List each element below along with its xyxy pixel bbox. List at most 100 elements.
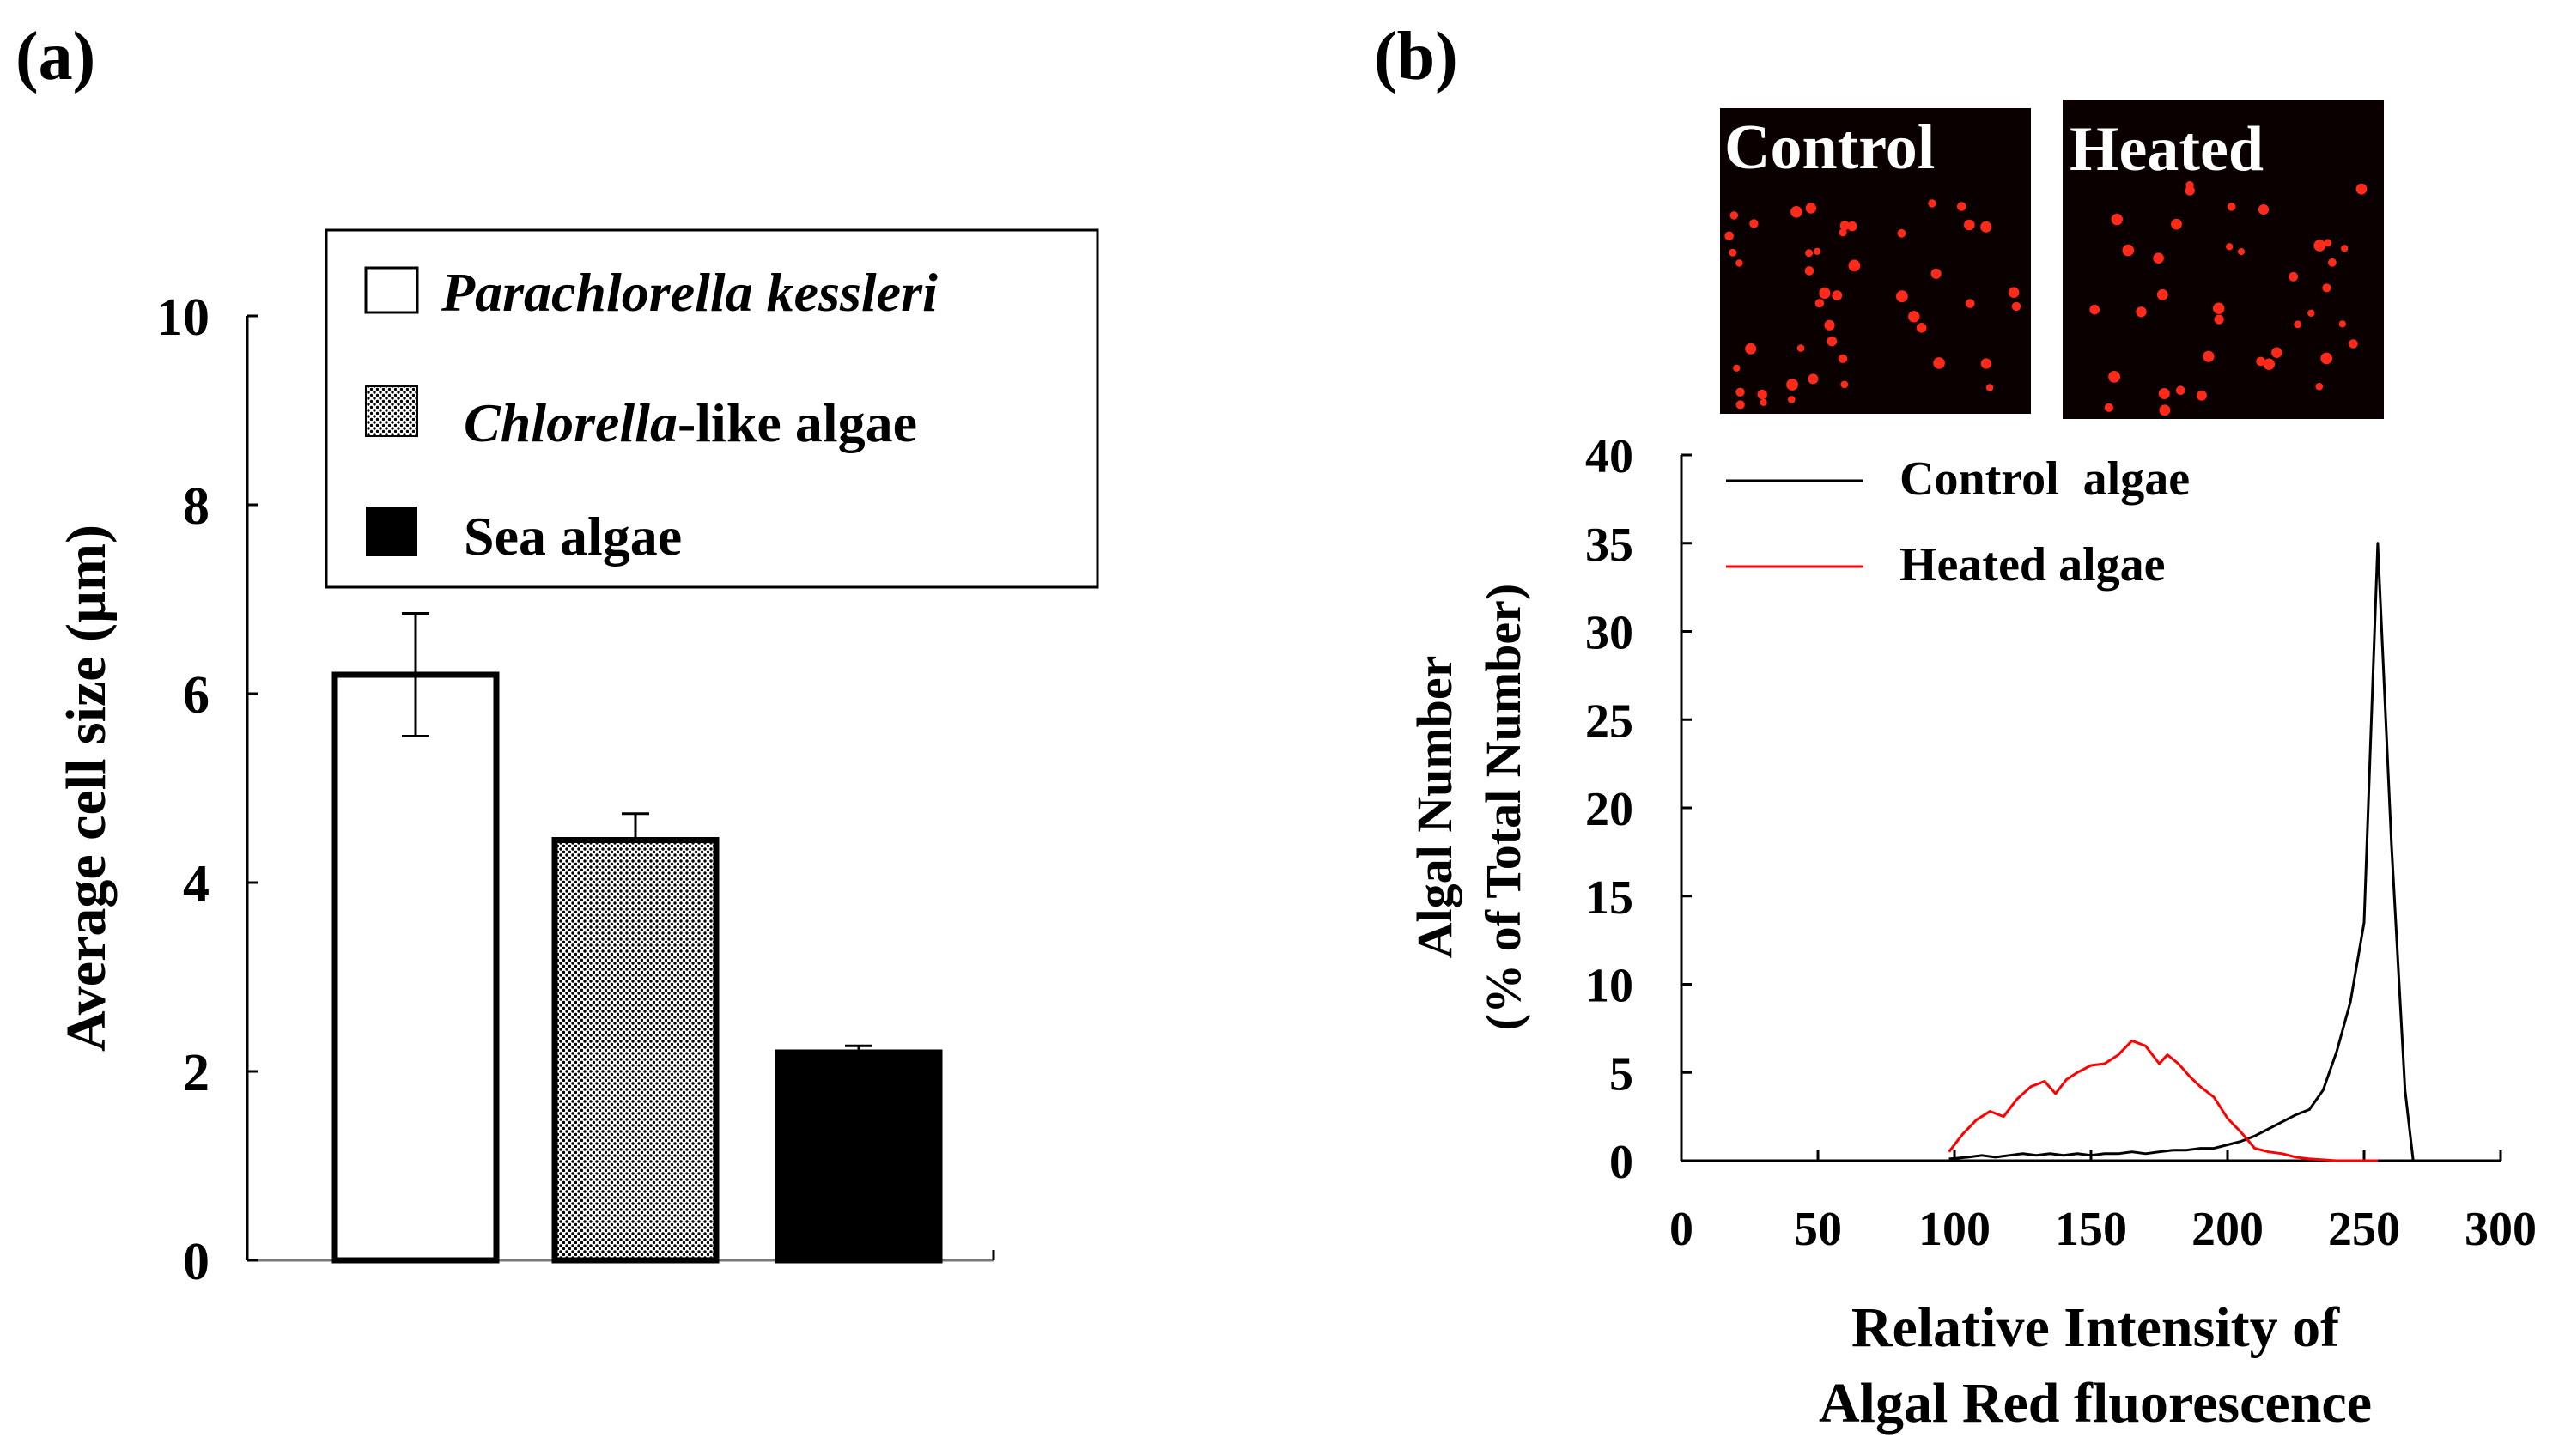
m1-dots-cell-22 xyxy=(2213,302,2225,314)
m1-dots-cell-3 xyxy=(2341,245,2349,252)
panel-b-label: (b) xyxy=(1374,19,1458,94)
a-y-tick-label-2: 4 xyxy=(183,855,210,913)
b-x-tick-label-4: 200 xyxy=(2191,1203,2264,1256)
b-y-ticks: 0 5 10 15 20 25 30 35 40 xyxy=(1585,430,1692,1189)
m0-dots-cell-7 xyxy=(1980,221,1992,233)
m0-dots-cell-19 xyxy=(1896,290,1908,303)
b-series-line-1 xyxy=(1948,1039,2378,1162)
b-legend-label-heated: Heated algae xyxy=(1899,538,2165,592)
m1-dots-cell-5 xyxy=(2315,382,2324,391)
m1-dots-cell-28 xyxy=(2227,203,2236,211)
micrograph-control-cells xyxy=(1724,199,2021,410)
m0-dots-cell-17 xyxy=(1933,357,1945,369)
m0-dots-cell-8 xyxy=(1847,221,1857,232)
b-ylabel-line-2: (% of Total Number) xyxy=(1475,584,1531,1030)
a-legend-label-0: Parachlorella kessleri xyxy=(441,262,938,323)
m1-dots-cell-2 xyxy=(2226,243,2234,251)
b-x-tick-label-1: 50 xyxy=(1794,1203,1842,1256)
b-x-tick-label-5: 250 xyxy=(2328,1203,2400,1256)
m1-dots-cell-19 xyxy=(2159,404,2171,416)
m0-dots-cell-5 xyxy=(1805,203,1817,214)
m1-dots-cell-34 xyxy=(2214,314,2224,325)
m0-dots-cell-1 xyxy=(1840,380,1849,389)
micrograph-heated-cells xyxy=(2089,180,2368,416)
m0-dots-cell-27 xyxy=(1788,396,1796,403)
a-legend-swatch-0 xyxy=(364,266,419,314)
m1-dots-cell-17 xyxy=(2307,309,2315,317)
a-bar-2 xyxy=(775,1049,943,1264)
b-legend: Control algae Heated algae xyxy=(1726,452,2190,592)
m1-dots-cell-30 xyxy=(2294,320,2302,329)
b-y-tick-label-7: 35 xyxy=(1585,519,1633,572)
a-ylabel: Average cell size (µm) xyxy=(55,525,118,1052)
a-y-tick-label-3: 6 xyxy=(183,666,210,725)
m0-dots-cell-28 xyxy=(1916,323,1927,333)
m0-dots-cell-23 xyxy=(1814,299,1825,308)
a-legend-swatch-2 xyxy=(366,507,417,556)
m0-dots-cell-44 xyxy=(2011,301,2021,312)
b-series-line-0 xyxy=(1948,542,2415,1162)
b-y-tick-label-1: 5 xyxy=(1609,1047,1633,1101)
m1-dots-cell-11 xyxy=(2324,239,2332,247)
b-y-tick-label-8: 40 xyxy=(1585,430,1633,483)
m0-dots-cell-10 xyxy=(1749,219,1759,228)
m1-dots-cell-21 xyxy=(2313,240,2326,252)
m1-dots-cell-14 xyxy=(2089,304,2100,315)
m0-dots-cell-20 xyxy=(1805,249,1814,258)
m0-dots-cell-26 xyxy=(1745,343,1757,355)
a-bars xyxy=(331,612,943,1264)
b-y-tick-label-3: 15 xyxy=(1585,871,1633,925)
m1-dots-cell-35 xyxy=(2104,403,2113,412)
m0-dots-cell-43 xyxy=(1729,211,1739,220)
micrograph-heated-label: Heated xyxy=(2070,114,2264,185)
m0-dots-cell-36 xyxy=(1757,389,1767,400)
m0-dots-cell-22 xyxy=(1786,379,1799,391)
m1-dots-cell-8 xyxy=(2322,283,2331,293)
b-series xyxy=(1948,542,2415,1162)
panel-a-label: (a) xyxy=(15,19,95,94)
m0-dots-cell-31 xyxy=(2008,287,2020,299)
m1-dots-cell-9 xyxy=(2355,183,2368,195)
b-ylabel-line-1: Algal Number xyxy=(1407,656,1462,959)
m0-dots-cell-11 xyxy=(1735,400,1745,410)
micrograph-control-image xyxy=(1720,108,2031,414)
m0-dots-cell-29 xyxy=(1964,219,1975,231)
b-y-tick-label-6: 30 xyxy=(1585,607,1633,660)
m1-dots-cell-16 xyxy=(2176,385,2185,396)
m0-dots-cell-24 xyxy=(1735,387,1745,397)
m0-dots-cell-0 xyxy=(1985,384,1994,391)
a-bar-0 xyxy=(331,671,500,1264)
b-y-tick-label-0: 0 xyxy=(1609,1136,1633,1189)
m1-dots-cell-4 xyxy=(2328,258,2337,267)
m0-dots-cell-33 xyxy=(1724,231,1734,241)
micrograph-heated: Heated xyxy=(2063,100,2384,419)
m0-dots-cell-40 xyxy=(1808,373,1819,385)
m0-dots-cell-3 xyxy=(1790,206,1802,218)
m0-dots-cell-14 xyxy=(1838,354,1848,363)
a-legend-box xyxy=(325,228,1099,589)
m1-dots-cell-6 xyxy=(2122,244,2135,257)
a-legend-label-2: Sea algae xyxy=(464,506,682,567)
a-legend-label-1: Chlorella-like algae xyxy=(464,392,917,453)
m0-dots-cell-45 xyxy=(1819,287,1831,299)
m1-dots-cell-12 xyxy=(2203,350,2215,362)
m1-dots-cell-27 xyxy=(2256,356,2265,367)
m0-dots-cell-34 xyxy=(1729,248,1737,257)
m1-dots-cell-23 xyxy=(2263,358,2275,370)
b-y-tick-label-4: 20 xyxy=(1585,783,1633,836)
b-y-tick-label-2: 10 xyxy=(1585,960,1633,1013)
a-y-tick-label-5: 10 xyxy=(156,288,210,347)
b-x-tick-label-2: 100 xyxy=(1918,1203,1991,1256)
m1-dots-cell-32 xyxy=(2153,252,2164,264)
m1-dots-cell-20 xyxy=(2136,306,2147,318)
m0-dots-cell-13 xyxy=(1804,266,1814,276)
b-x-tick-label-0: 0 xyxy=(1669,1203,1693,1256)
micrograph-control: Control xyxy=(1720,108,2031,414)
a-bar-1 xyxy=(551,837,720,1264)
m0-dots-cell-12 xyxy=(1908,311,1920,323)
m0-dots-cell-16 xyxy=(1928,199,1936,208)
b-xlabel-line-1: Relative Intensity of xyxy=(1851,1296,2340,1359)
line-chart-b: 0 5 10 15 20 25 30 35 40 0 50 100 150 200 250 300 Alga… xyxy=(1407,430,2537,1435)
m1-dots-cell-18 xyxy=(2258,204,2270,215)
